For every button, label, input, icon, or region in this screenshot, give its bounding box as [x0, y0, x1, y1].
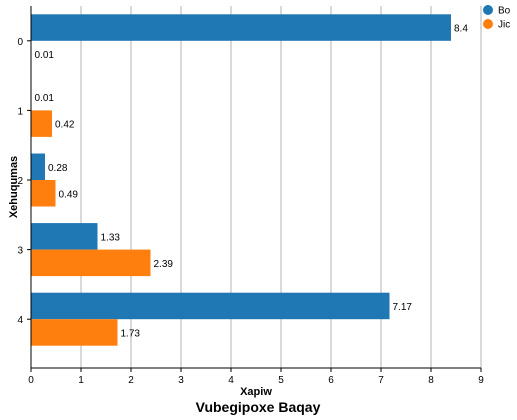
y-tick-label: 4	[17, 315, 23, 326]
axes	[30, 6, 481, 369]
bar-bo-4	[31, 292, 390, 320]
x-tick-label: 1	[78, 375, 84, 386]
y-tick-label: 2	[17, 176, 23, 187]
data-label: 0.01	[35, 93, 55, 104]
x-tick-label: 0	[28, 375, 34, 386]
y-tick-label: 3	[17, 246, 23, 257]
x-tick-label: 7	[378, 375, 384, 386]
y-axis-title: Xehuqumas	[8, 156, 20, 218]
grid-lines	[80, 6, 482, 368]
bar-jic-2	[31, 180, 56, 207]
data-label: 0.42	[55, 120, 75, 131]
data-label: 0.28	[48, 163, 68, 174]
legend: Bo Jic	[483, 5, 511, 31]
bar-jic-3	[31, 249, 151, 277]
data-label: 0.49	[59, 189, 79, 200]
x-tick-label: 3	[178, 375, 184, 386]
x-axis-title: Xapiw	[240, 386, 272, 398]
bar-bo-0	[31, 14, 451, 41]
x-tick-label: 8	[428, 375, 434, 386]
data-label: 1.73	[121, 328, 141, 339]
legend-marker-jic	[483, 19, 493, 29]
bars	[31, 14, 451, 346]
x-tick-label: 4	[228, 375, 234, 386]
data-label: 0.01	[35, 50, 55, 61]
data-label: 7.17	[393, 302, 413, 313]
data-label: 1.33	[101, 232, 121, 243]
x-tick-label: 9	[478, 375, 484, 386]
x-tick-label: 6	[328, 375, 334, 386]
y-tick-label: 0	[17, 37, 23, 48]
bar-jic-1	[31, 110, 52, 137]
data-label: 8.4	[454, 24, 468, 35]
y-ticks: 0 1 2 3 4	[17, 37, 31, 326]
data-labels: 8.4 0.01 0.01 0.42 0.28 0.49 1.33 2.39 7.17 1.73	[35, 24, 469, 340]
bar-jic-4	[31, 319, 118, 346]
bar-bo-2	[31, 153, 45, 180]
legend-marker-bo	[483, 5, 493, 15]
y-tick-label: 1	[17, 106, 23, 117]
legend-label-bo: Bo	[498, 6, 511, 17]
legend-label-jic: Jic	[498, 20, 510, 31]
x-tick-label: 5	[278, 375, 284, 386]
bar-bo-3	[31, 223, 98, 250]
chart-title: Vubegipoxe Baqay	[196, 399, 321, 415]
x-ticks: 0 1 2 3 4 5 6 7 8 9	[28, 368, 484, 386]
data-label: 2.39	[154, 259, 174, 270]
x-tick-label: 2	[128, 375, 134, 386]
